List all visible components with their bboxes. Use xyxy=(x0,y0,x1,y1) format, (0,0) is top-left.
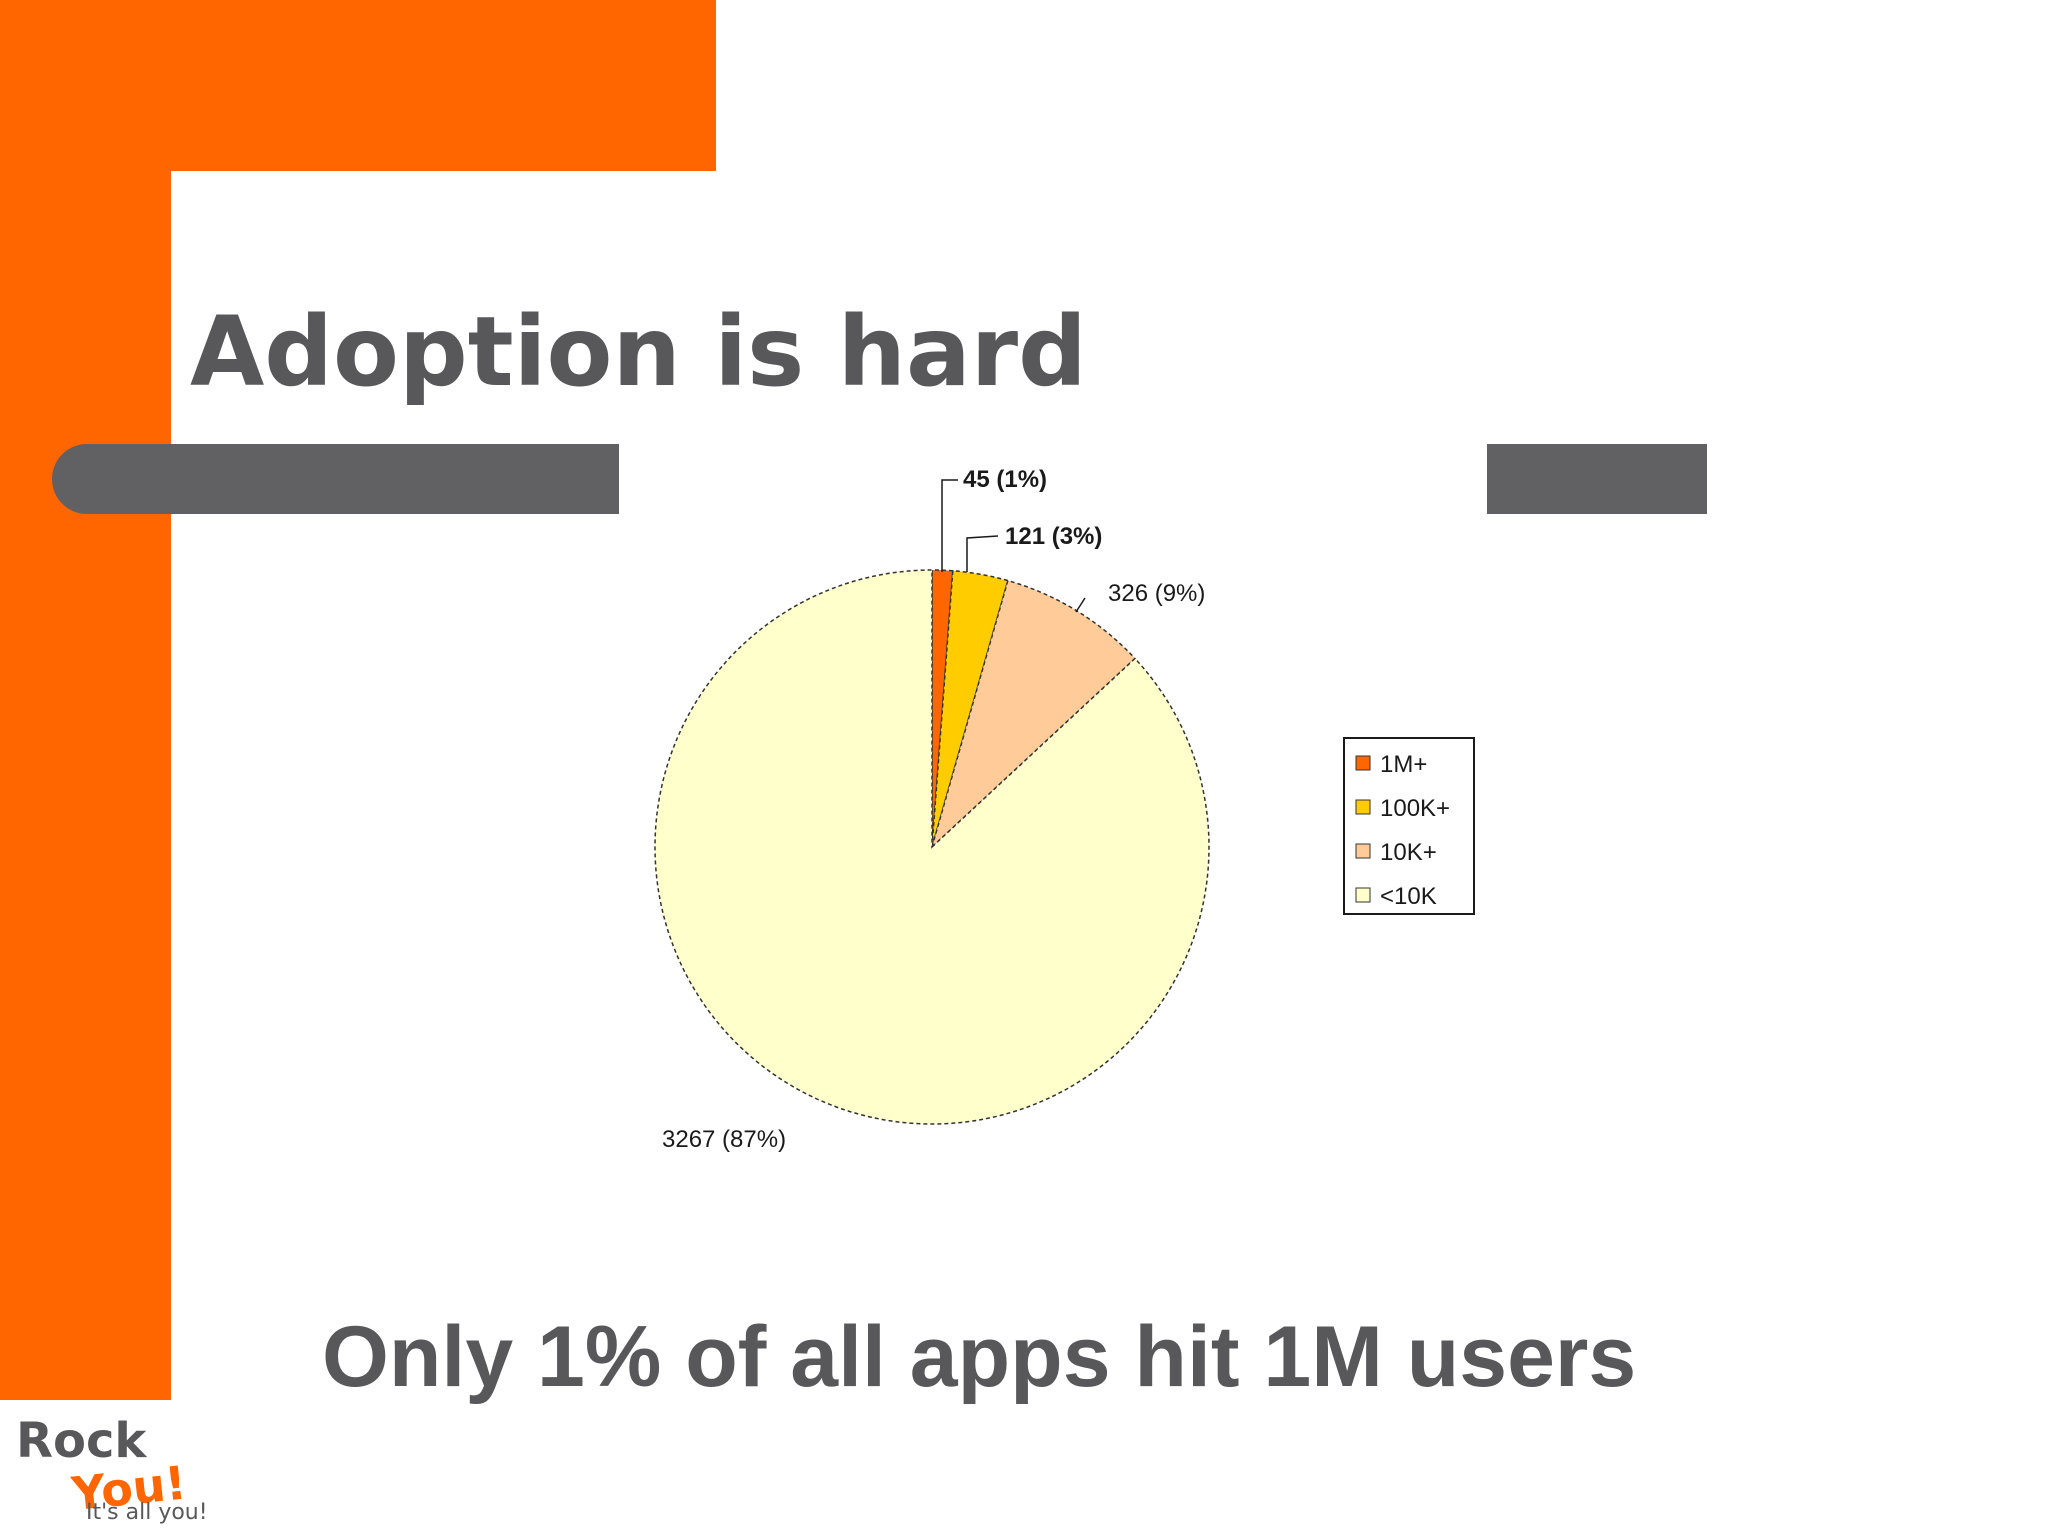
slide-title: Adoption is hard xyxy=(190,296,1087,408)
slide-caption: Only 1% of all apps hit 1M users xyxy=(322,1309,1637,1405)
legend-label-1m-plus: 1M+ xyxy=(1380,751,1427,778)
legend-label-under-10k: <10K xyxy=(1380,883,1437,910)
logo-word-bottom: You! xyxy=(68,1455,188,1521)
rockyou-logo: Rock You! xyxy=(16,1413,190,1522)
logo-tagline: It's all you! xyxy=(86,1500,208,1525)
data-label-100k-plus: 121 (3%) xyxy=(1005,523,1102,550)
pie-chart: 45 (1%) 121 (3%) 326 (9%) 3267 (87%) 1M+ 100… xyxy=(654,466,1475,1153)
legend-swatch-under-10k xyxy=(1355,887,1371,903)
legend-label-100k-plus: 100K+ xyxy=(1380,795,1450,822)
pie-labels: 45 (1%) 121 (3%) 326 (9%) 3267 (87%) xyxy=(662,466,1205,1153)
orange-side-band xyxy=(0,0,171,1400)
pie-slices xyxy=(654,569,1210,1125)
logo-word-top: Rock xyxy=(16,1413,147,1469)
data-label-10k-plus: 326 (9%) xyxy=(1108,580,1205,607)
gray-accent-bar-right xyxy=(1487,444,1707,514)
data-label-under-10k: 3267 (87%) xyxy=(662,1126,786,1153)
orange-top-band xyxy=(0,0,716,171)
leader-line-1m-plus xyxy=(941,479,958,572)
gray-accent-bar-left xyxy=(52,444,619,514)
legend-swatch-1m-plus xyxy=(1355,755,1371,771)
chart-legend: 1M+ 100K+ 10K+ <10K xyxy=(1343,737,1475,915)
legend-swatch-100k-plus xyxy=(1355,799,1371,815)
leader-line-10k-plus xyxy=(1075,597,1086,613)
legend-label-10k-plus: 10K+ xyxy=(1380,839,1437,866)
leader-line-100k-plus xyxy=(966,535,999,572)
data-label-1m-plus: 45 (1%) xyxy=(963,466,1047,493)
pie-slice-under-10k xyxy=(654,569,1210,1125)
legend-swatch-10k-plus xyxy=(1355,843,1371,859)
